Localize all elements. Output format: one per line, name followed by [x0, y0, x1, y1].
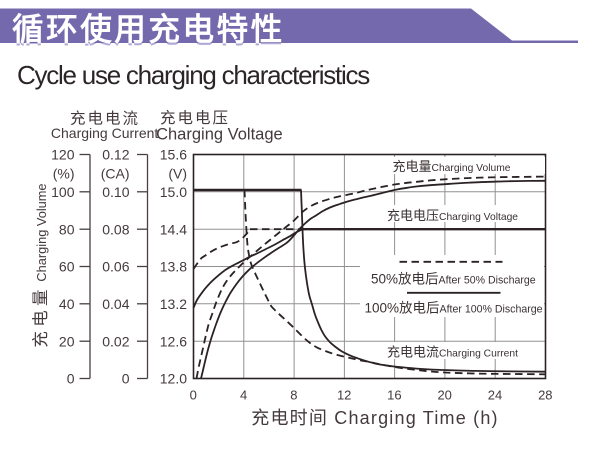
svg-text:充电电流: 充电电流: [70, 110, 140, 128]
svg-text:80: 80: [59, 221, 75, 237]
svg-text:100%放电后After 100% Discharge: 100%放电后After 100% Discharge: [365, 301, 543, 316]
svg-text:0.08: 0.08: [102, 221, 129, 237]
svg-text:50%放电后After 50% Discharge: 50%放电后After 50% Discharge: [371, 272, 536, 287]
svg-text:13.2: 13.2: [160, 296, 187, 312]
svg-text:充电电压: 充电电压: [160, 109, 230, 127]
svg-text:0.12: 0.12: [102, 147, 129, 163]
svg-text:0.02: 0.02: [102, 333, 129, 349]
svg-text:16: 16: [387, 387, 401, 402]
svg-text:12.0: 12.0: [160, 371, 187, 387]
svg-text:20: 20: [437, 387, 451, 402]
svg-text:120: 120: [51, 147, 75, 163]
svg-text:4: 4: [240, 387, 247, 402]
svg-text:15.0: 15.0: [160, 184, 187, 200]
svg-text:Charging Voltage: Charging Voltage: [156, 126, 283, 144]
svg-text:充电量Charging Volume: 充电量Charging Volume: [393, 159, 511, 174]
svg-text:0: 0: [190, 387, 197, 402]
svg-text:(CA): (CA): [101, 166, 130, 182]
svg-text:充电电流Charging Current: 充电电流Charging Current: [387, 345, 518, 360]
svg-text:20: 20: [59, 333, 75, 349]
svg-text:循环使用充电特性: 循环使用充电特性: [12, 11, 285, 47]
svg-text:(%): (%): [53, 166, 75, 182]
svg-text:0.10: 0.10: [102, 184, 129, 200]
svg-text:0: 0: [67, 371, 75, 387]
svg-text:12.6: 12.6: [160, 333, 187, 349]
svg-text:0.06: 0.06: [102, 259, 129, 275]
svg-text:充电时间 Charging Time (h): 充电时间 Charging Time (h): [251, 408, 498, 428]
svg-text:60: 60: [59, 259, 75, 275]
svg-text:8: 8: [290, 387, 297, 402]
svg-text:0: 0: [122, 371, 130, 387]
svg-text:Cycle use charging characteris: Cycle use charging characteristics: [17, 60, 370, 90]
svg-text:Charging Current: Charging Current: [51, 125, 158, 141]
svg-text:0.04: 0.04: [102, 296, 129, 312]
svg-text:12: 12: [337, 387, 351, 402]
svg-text:24: 24: [488, 387, 502, 402]
svg-text:(V): (V): [168, 166, 187, 182]
svg-text:13.8: 13.8: [160, 259, 187, 275]
svg-text:28: 28: [538, 387, 552, 402]
svg-text:充电电压Charging Voltage: 充电电压Charging Voltage: [387, 208, 518, 223]
svg-text:15.6: 15.6: [160, 147, 187, 163]
svg-text:充电量 Charging Volume: 充电量 Charging Volume: [31, 183, 50, 347]
svg-text:100: 100: [51, 184, 75, 200]
svg-text:40: 40: [59, 296, 75, 312]
svg-text:14.4: 14.4: [160, 221, 187, 237]
